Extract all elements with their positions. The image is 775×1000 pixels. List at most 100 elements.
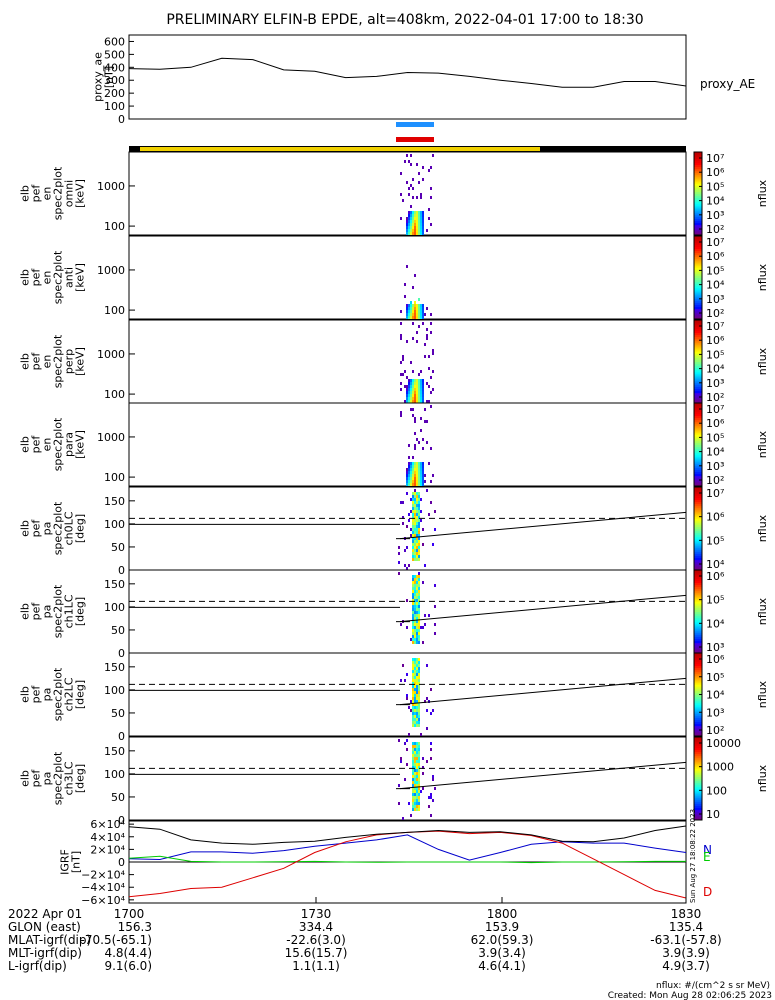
xaxis-row-value: 4.6(4.1) [478, 959, 526, 973]
spectrogram-pixel [414, 447, 416, 450]
spectrogram-pixel [412, 694, 414, 697]
ytick-label: 100 [104, 388, 125, 401]
colorbar-segment [694, 164, 702, 168]
spectrogram-pixel [432, 388, 434, 391]
spectrogram-pixel [408, 480, 410, 483]
spectrogram-pixel [412, 611, 414, 614]
spectrogram-pixel [418, 223, 420, 226]
colorbar-segment [694, 332, 702, 336]
spectrogram-pixel [414, 673, 416, 676]
footer-created: Created: Mon Aug 28 02:06:25 2023 [608, 991, 772, 1000]
spectrogram-pixel [412, 670, 414, 673]
spectrogram-pixel [400, 334, 402, 337]
spectrogram-pixel [412, 590, 414, 593]
xaxis-row-label: MLT-igrf(dip) [8, 946, 82, 960]
spectrogram-pixel [408, 564, 410, 567]
spectrogram-pixel [402, 355, 404, 358]
colorbar-segment [694, 152, 702, 155]
colorbar-segment [694, 543, 702, 546]
colorbar-segment [694, 619, 702, 623]
spectrogram-pixel [418, 620, 420, 623]
spectrogram-pixel [402, 199, 404, 202]
spectrogram-pixel [412, 516, 414, 519]
spectrogram-pixel [416, 593, 418, 596]
loss-cone-line [399, 594, 687, 623]
spectrogram-pixel [408, 733, 410, 736]
spectrogram-pixel [414, 501, 416, 504]
spectrogram-pixel [422, 543, 424, 546]
spectrogram-pixel [412, 537, 414, 540]
spectrogram-pixel [434, 584, 436, 587]
spectrogram-pixel [420, 304, 422, 307]
ylabel-pa_ch3-line: pa [41, 772, 54, 786]
spectrogram-pixel [408, 468, 410, 471]
colorbar-segment [694, 793, 702, 796]
ylabel-pa_ch3-line: elb [19, 770, 32, 787]
spectrogram-pixel [422, 766, 424, 769]
spectrogram-pixel [416, 796, 418, 799]
colorbar-tick-label: 10⁵ [706, 348, 724, 361]
colorbar-segment [694, 302, 702, 305]
spectrogram-pixel [412, 667, 414, 670]
spectrogram-pixel [422, 388, 424, 391]
colorbar-segment [694, 768, 702, 771]
colorbar-segment [694, 289, 702, 293]
colorbar-segment [694, 454, 702, 458]
colorbar-segment [694, 766, 702, 769]
spectrogram-pixel [418, 172, 420, 175]
colorbar-segment [694, 776, 702, 779]
spectrogram-pixel [406, 400, 408, 403]
spectrogram-pixel [418, 676, 420, 679]
spectrogram-pixel [406, 316, 408, 319]
spectrogram-pixel [418, 477, 420, 480]
spectrogram-pixel [412, 480, 414, 483]
spectrogram-pixel [406, 217, 408, 220]
proxy-ae-line [128, 57, 687, 88]
colorbar-segment [694, 503, 702, 507]
colorbar-tick-label: 10⁶ [706, 511, 725, 524]
colorbar-segment [694, 340, 702, 344]
colorbar-tick-label: 10³ [706, 293, 724, 306]
spectrogram-pixel [412, 534, 414, 537]
spectrogram-pixel [414, 679, 416, 682]
spectrogram-pixel [412, 596, 414, 599]
spectrogram-pixel [412, 558, 414, 561]
spectrogram-pixel [414, 715, 416, 718]
spectrogram-pixel [412, 703, 414, 706]
spectrogram-pixel [420, 313, 422, 316]
spectrogram-pixel [426, 328, 428, 331]
spectrogram-pixel [420, 626, 422, 629]
colorbar-segment [694, 495, 702, 498]
spectrogram-pixel [416, 331, 418, 334]
spectrogram-pixel [414, 796, 416, 799]
spectrogram-pixel [404, 778, 406, 781]
spectrogram-pixel [414, 605, 416, 608]
xtick-label: 1800 [487, 907, 518, 921]
ylabel-pa_ch1-line: spec2plot [52, 584, 65, 638]
spectrogram-pixel [414, 608, 416, 611]
spectrogram-pixel [428, 462, 430, 465]
spectrogram-pixel [420, 391, 422, 394]
spectrogram-pixel [418, 626, 420, 629]
spectrogram-pixel [426, 727, 428, 730]
spectrogram-pixel [414, 432, 416, 435]
spectrogram-pixel [412, 688, 414, 691]
spectrogram-pixel [412, 593, 414, 596]
colorbar-segment [694, 694, 702, 698]
colorbar-segment [694, 193, 702, 197]
spectrogram-pixel [412, 620, 414, 623]
spectrogram-pixel [420, 477, 422, 480]
spectrogram-pixel [412, 229, 414, 232]
colorbar-tick-label: 1000 [706, 761, 734, 774]
colorbar-segment [694, 563, 702, 567]
spectrogram-pixel [408, 400, 410, 403]
spectrogram-pixel [412, 468, 414, 471]
spectrogram-pixel [418, 468, 420, 471]
colorbar-segment [694, 815, 702, 819]
spectrogram-pixel [406, 397, 408, 400]
igrf-ylabel: IGRF[nT] [59, 849, 83, 875]
spectrogram-pixel [430, 391, 432, 394]
spectrogram-pixel [414, 397, 416, 400]
spectrogram-pixel [408, 304, 410, 307]
